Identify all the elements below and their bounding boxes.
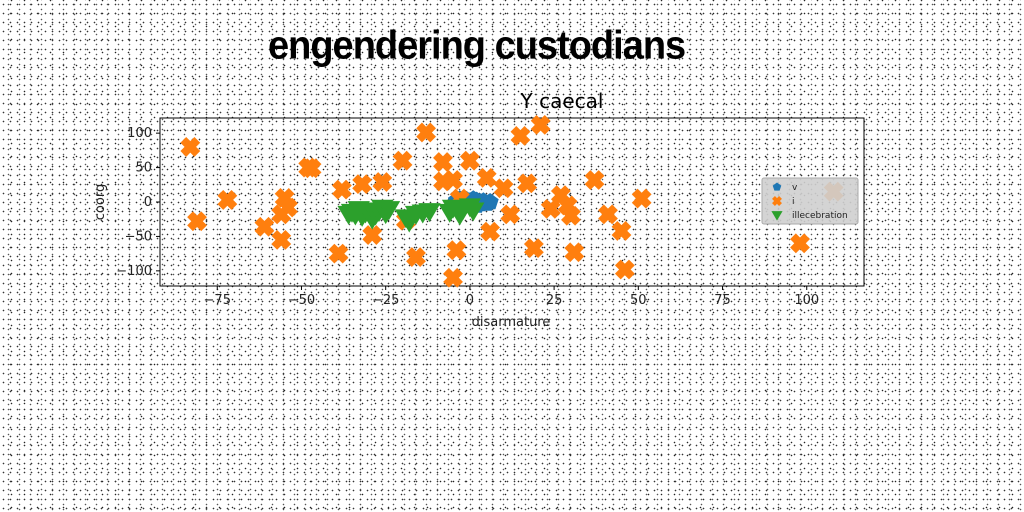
illecebration-point	[418, 203, 441, 223]
i-point	[331, 179, 352, 200]
i-point	[476, 168, 497, 188]
y-tick-label: −50	[125, 229, 152, 244]
i-point	[187, 211, 207, 232]
x-tick-label: 100	[794, 293, 819, 308]
i-point	[584, 170, 605, 190]
i-point	[301, 158, 322, 179]
legend-entry: illecebration	[771, 211, 848, 221]
legend-box	[761, 177, 859, 225]
i-point	[328, 243, 349, 264]
x-tick-label: −50	[288, 293, 315, 308]
i-point	[446, 240, 467, 261]
i-point	[406, 247, 426, 267]
i-point	[362, 225, 383, 245]
i-point	[564, 242, 585, 263]
i-point	[493, 178, 514, 199]
legend-label: v	[792, 183, 798, 193]
i-point	[443, 170, 463, 190]
x-tick-label: −25	[372, 293, 399, 308]
i-point	[254, 216, 275, 237]
i-point	[180, 137, 201, 157]
i-point	[433, 152, 453, 172]
i-point	[611, 221, 632, 241]
i-point	[480, 221, 501, 242]
x-tick-label: 0	[466, 293, 474, 308]
x-tick-label: −75	[204, 293, 231, 308]
legend-marker	[772, 196, 782, 206]
y-tick-label: 100	[127, 126, 152, 141]
legend-label: i	[792, 197, 795, 207]
x-tick-label: 75	[714, 293, 731, 308]
i-point	[278, 197, 298, 218]
i-point	[443, 267, 463, 288]
y-axis-label: coorg	[93, 184, 108, 220]
x-tick-label: 50	[630, 293, 647, 308]
i-point	[459, 150, 480, 171]
x-tick-label: 25	[546, 293, 563, 308]
i-point	[416, 122, 437, 143]
legend-label: illecebration	[792, 211, 848, 221]
chart-title: Y caecal	[520, 89, 604, 113]
legend: vi illecebration	[761, 177, 859, 225]
v-point	[481, 193, 499, 210]
illecebration-point	[377, 201, 401, 221]
legend-entry: i	[772, 196, 795, 207]
plot-area	[159, 117, 865, 287]
i-point	[392, 150, 413, 171]
i-point	[561, 205, 581, 226]
legend-marker	[772, 182, 782, 191]
i-point	[372, 172, 393, 192]
i-point	[510, 126, 531, 146]
i-point	[530, 114, 551, 135]
i-point	[517, 173, 538, 194]
legend-marker	[771, 211, 783, 221]
i-point	[217, 190, 238, 210]
series-illecebration	[337, 198, 485, 233]
i-point	[790, 233, 810, 254]
i-point	[598, 204, 618, 225]
i-point	[500, 204, 521, 225]
i-point	[614, 259, 635, 280]
i-point	[352, 174, 373, 194]
y-tick-label: 0	[144, 195, 152, 210]
y-tick-label: 50	[135, 161, 152, 176]
y-tick-label: −100	[116, 264, 152, 279]
markers-layer	[180, 114, 844, 288]
i-point	[631, 188, 652, 209]
i-point	[523, 238, 544, 259]
x-axis-label: disarmature	[472, 315, 551, 330]
illecebration-point	[462, 202, 485, 222]
ticks-layer: −75 −50 −25 0 25 50 75 100 100 50 0 −50 −100	[116, 126, 819, 308]
legend-entry: v	[772, 182, 798, 193]
i-point	[271, 229, 292, 250]
page-heading: engendering custodians	[268, 23, 686, 69]
series-i	[180, 114, 844, 288]
